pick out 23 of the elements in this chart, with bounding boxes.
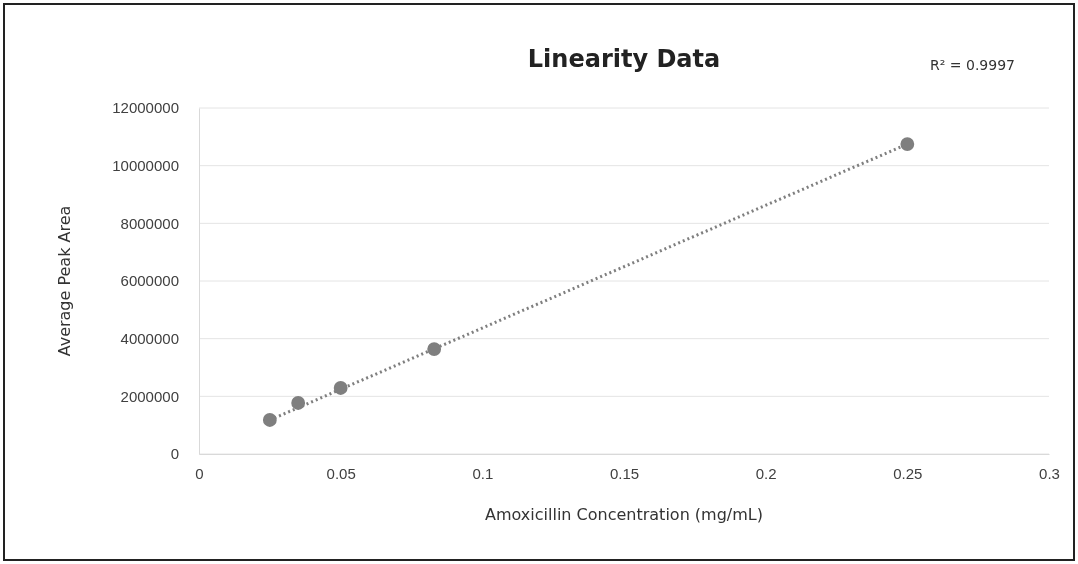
point (333, 381, 348, 395)
x-tick-label: 0.05 (326, 464, 356, 482)
y-tick-label: 6000000 (120, 272, 179, 290)
y-tick-label: 12000000 (112, 99, 179, 117)
y-tick-label: 10000000 (112, 156, 179, 174)
x-tick-label: 0.15 (609, 464, 640, 482)
x-tick-label: 0.3 (1039, 464, 1060, 482)
y-tick-label: 4000000 (120, 329, 179, 347)
text: R² = 0.9997 (930, 57, 1015, 73)
x-tick-label: 0.2 (755, 464, 777, 482)
chart-title: Linearity Data (527, 45, 721, 73)
x-tick-label: 0.1 (472, 464, 494, 482)
y-axis-title: Average Peak Area (55, 205, 74, 357)
y-tick-label: 0 (170, 445, 179, 463)
y-tick-label: 8000000 (120, 214, 179, 232)
point (900, 137, 915, 151)
point (262, 413, 277, 427)
point (291, 396, 306, 410)
point (427, 342, 442, 356)
x-tick-label: 0 (195, 464, 204, 482)
x-tick-label: 0.25 (893, 464, 923, 482)
x-axis-title: Amoxicillin Concentration (mg/mL) (485, 505, 763, 524)
y-tick-label: 2000000 (120, 387, 179, 405)
